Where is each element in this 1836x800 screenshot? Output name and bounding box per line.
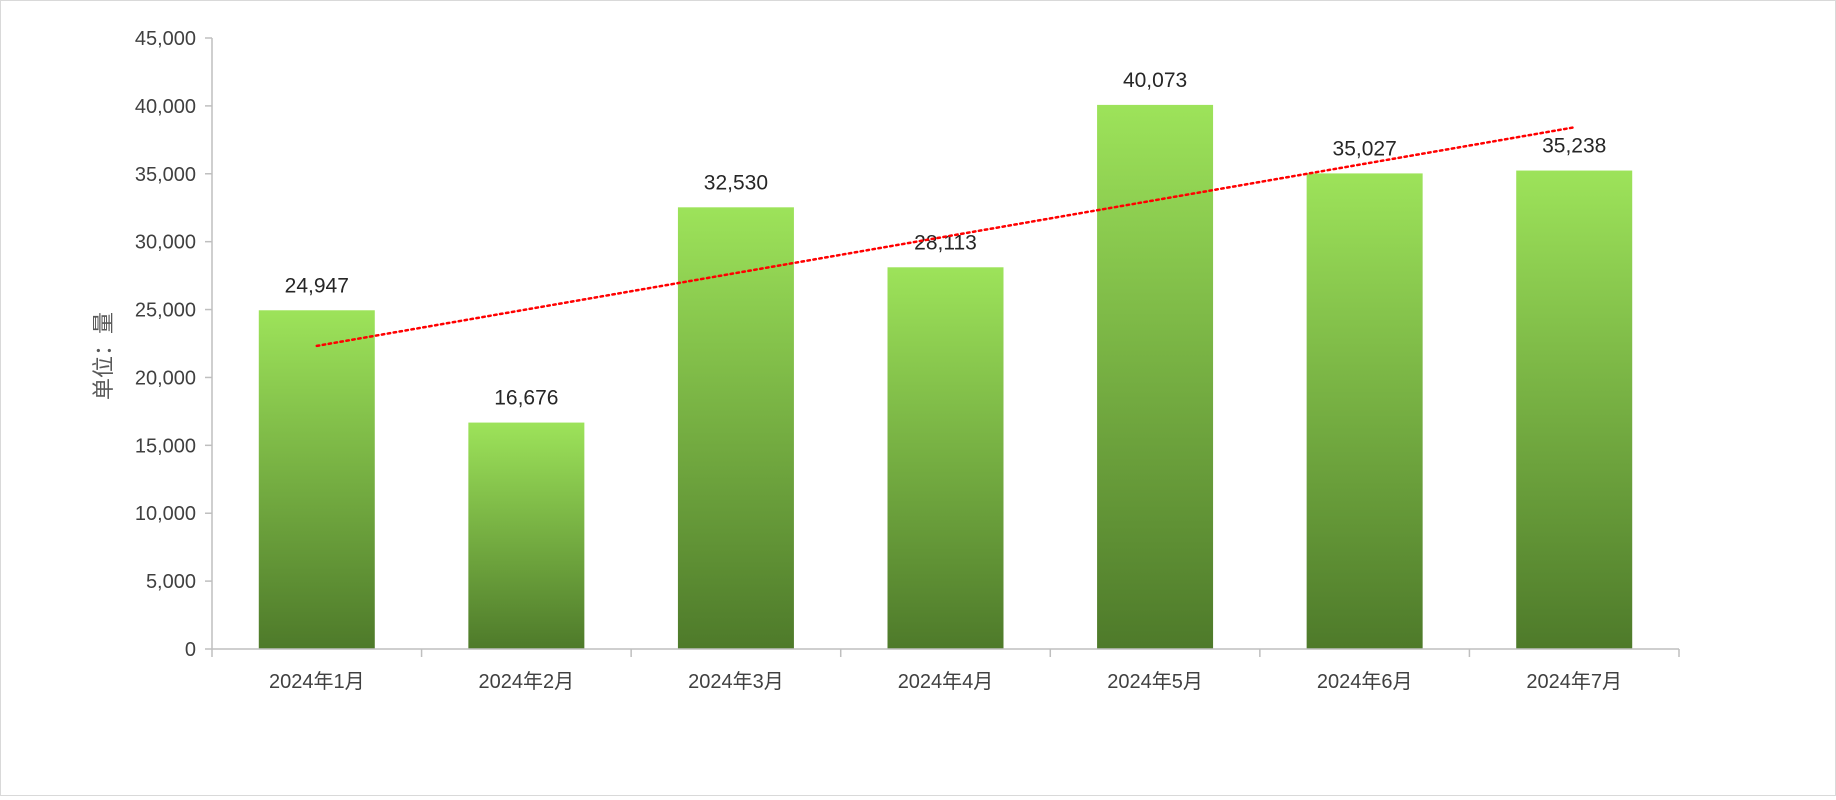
bar[interactable] xyxy=(258,310,375,649)
bar[interactable] xyxy=(887,267,1004,649)
data-label: 24,947 xyxy=(285,274,349,297)
y-tick-label: 20,000 xyxy=(135,367,196,389)
y-tick-label: 30,000 xyxy=(135,232,196,254)
data-label: 32,530 xyxy=(704,171,768,194)
bar[interactable] xyxy=(1516,170,1633,649)
x-tick-label: 2024年6月 xyxy=(1317,670,1413,693)
y-tick-label: 45,000 xyxy=(135,28,196,50)
bar[interactable] xyxy=(1097,104,1214,650)
y-tick-label: 35,000 xyxy=(135,164,196,186)
y-tick-label: 15,000 xyxy=(135,435,196,457)
bar[interactable] xyxy=(468,422,585,649)
trend-line xyxy=(315,126,1576,348)
y-tick-label: 40,000 xyxy=(135,96,196,118)
x-tick-label: 2024年2月 xyxy=(479,670,575,693)
x-tick-label: 2024年1月 xyxy=(269,670,365,693)
x-tick-label: 2024年5月 xyxy=(1107,670,1203,693)
x-tick-label: 2024年3月 xyxy=(688,670,784,693)
data-label: 35,238 xyxy=(1542,135,1606,158)
x-tick-label: 2024年7月 xyxy=(1526,670,1622,693)
y-tick-label: 10,000 xyxy=(135,503,196,525)
y-tick-label: 0 xyxy=(185,639,196,661)
data-label: 28,113 xyxy=(914,231,977,254)
data-label: 40,073 xyxy=(1123,69,1187,92)
y-axis-title: 单位：量 xyxy=(91,312,116,400)
y-tick-label: 25,000 xyxy=(135,300,196,322)
x-tick-label: 2024年4月 xyxy=(898,670,994,693)
y-tick-label: 5,000 xyxy=(146,571,196,593)
bar[interactable] xyxy=(1306,173,1423,649)
data-label: 35,027 xyxy=(1333,137,1397,160)
data-label: 16,676 xyxy=(494,387,558,410)
